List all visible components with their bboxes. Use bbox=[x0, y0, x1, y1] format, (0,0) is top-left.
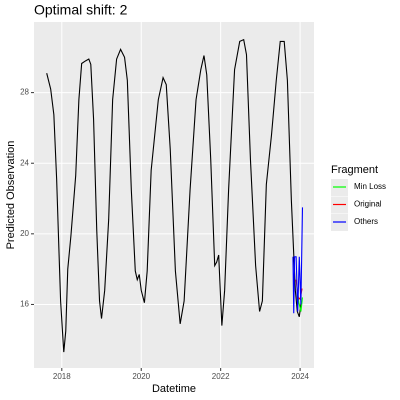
legend-label: Others bbox=[354, 217, 378, 226]
y-axis-title: Predicted Observation bbox=[5, 141, 17, 250]
chart-title: Optimal shift: 2 bbox=[34, 2, 128, 18]
x-tick-label: 2018 bbox=[53, 372, 71, 381]
legend-title: Fragment bbox=[331, 164, 378, 176]
y-tick-label: 24 bbox=[20, 158, 29, 167]
legend-label: Original bbox=[354, 200, 382, 209]
x-axis-title: Datetime bbox=[152, 383, 196, 395]
marks bbox=[46, 38, 304, 353]
x-tick-label: 2022 bbox=[212, 372, 230, 381]
series-line bbox=[292, 207, 304, 314]
x-tick-label: 2024 bbox=[291, 372, 309, 381]
y-tick-label: 28 bbox=[20, 88, 29, 97]
y-tick-label: 16 bbox=[20, 300, 29, 309]
panel bbox=[34, 22, 314, 368]
y-tick-label: 20 bbox=[20, 229, 29, 238]
x-tick-label: 2020 bbox=[132, 372, 150, 381]
series-line bbox=[46, 38, 302, 353]
legend-label: Min Loss bbox=[354, 182, 386, 191]
legend: Min Loss Original Others bbox=[331, 179, 386, 231]
